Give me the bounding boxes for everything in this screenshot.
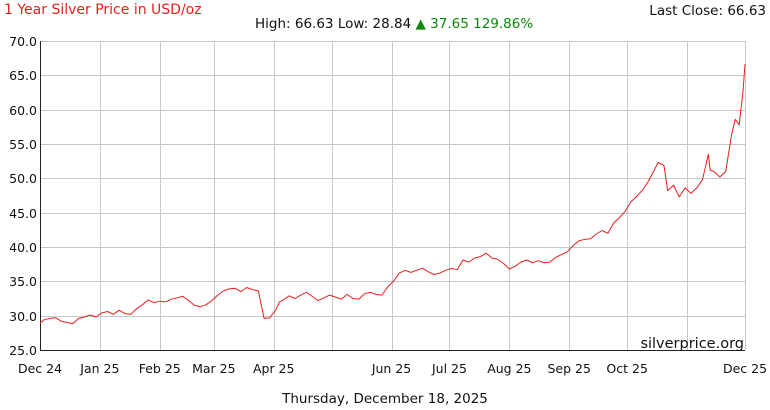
chart-grid <box>40 41 746 351</box>
y-tick-label: 60.0 <box>9 103 37 118</box>
x-tick-label: Sep 25 <box>548 361 591 376</box>
x-tick-label: Jul 25 <box>431 361 467 376</box>
chart-axes <box>40 41 745 351</box>
chart-title: 1 Year Silver Price in USD/oz <box>4 2 202 18</box>
last-close-readout: Last Close: 66.63 <box>649 3 766 19</box>
x-tick-label: Aug 25 <box>487 361 531 376</box>
y-tick-label: 55.0 <box>9 137 37 152</box>
y-tick-label: 65.0 <box>9 68 37 83</box>
series-group <box>39 64 746 325</box>
footer-date: Thursday, December 18, 2025 <box>282 391 488 407</box>
change-percent: 129.86% <box>473 16 534 32</box>
x-tick-label: Mar 25 <box>192 361 235 376</box>
high-value: 66.63 <box>294 16 334 32</box>
y-tick-label: 30.0 <box>9 309 37 324</box>
x-tick-label: Feb 25 <box>139 361 181 376</box>
low-value: 28.84 <box>372 16 412 32</box>
price-stats: High: 66.63 Low: 28.84 ▲ 37.65 129.86% <box>255 16 533 32</box>
y-axis-ticks: 25.0 30.0 35.0 40.0 45.0 50.0 55.0 60.0 65.0 70.0 <box>9 34 37 358</box>
y-tick-label: 35.0 <box>9 274 37 289</box>
x-tick-label: Apr 25 <box>253 361 295 376</box>
y-tick-label: 40.0 <box>9 240 37 255</box>
watermark: silverprice.org <box>640 336 744 352</box>
x-tick-label: Dec 24 <box>18 361 62 376</box>
last-close-label: Last Close: <box>649 3 724 19</box>
y-tick-label: 50.0 <box>9 171 37 186</box>
x-tick-label: Dec 25 <box>723 361 767 376</box>
low-label: Low: <box>337 16 369 32</box>
change-readout: ▲ 37.65 129.86% <box>415 16 533 32</box>
x-tick-label: Jan 25 <box>79 361 119 376</box>
x-tick-label: Jun 25 <box>371 361 411 376</box>
x-axis-ticks: Dec 24 Jan 25 Feb 25 Mar 25 Apr 25 Jun 25 Jul … <box>18 361 767 376</box>
change-value: 37.65 <box>430 16 469 32</box>
y-tick-label: 70.0 <box>9 34 37 49</box>
x-tick-label: Oct 25 <box>606 361 648 376</box>
y-tick-label: 45.0 <box>9 206 37 221</box>
up-triangle-icon: ▲ <box>415 16 426 32</box>
y-tick-label: 25.0 <box>9 343 37 358</box>
high-label: High: <box>255 16 291 32</box>
price-series-line <box>39 64 746 325</box>
last-close-value: 66.63 <box>727 3 766 19</box>
